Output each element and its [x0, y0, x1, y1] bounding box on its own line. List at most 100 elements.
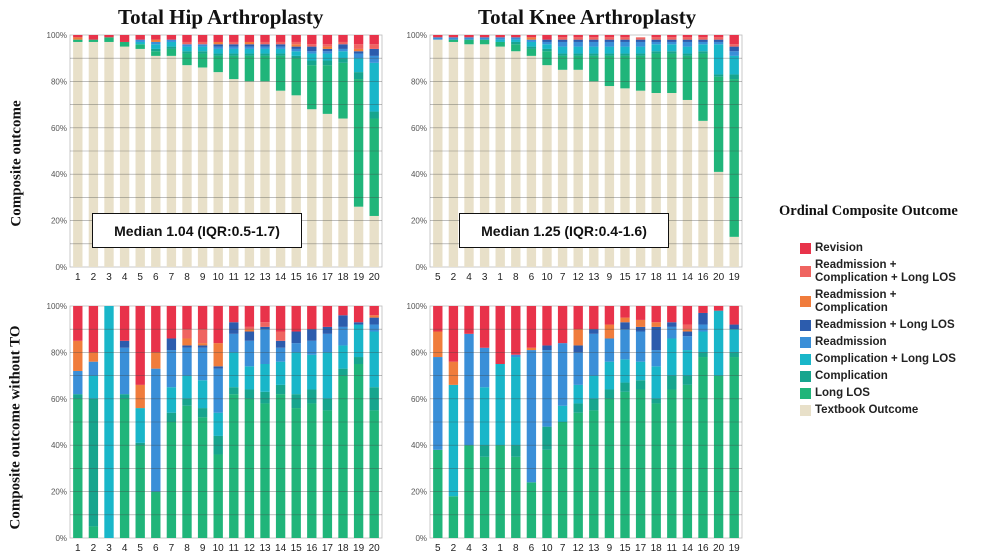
bar-segment [291, 394, 301, 409]
bar-segment [526, 37, 537, 40]
bar-segment [573, 412, 583, 538]
bar-segment [197, 35, 208, 42]
bar-segment [667, 93, 677, 267]
x-tick-label: 19 [729, 543, 741, 554]
bar-segment [511, 41, 521, 45]
bar-segment [291, 51, 301, 56]
x-tick-label: 20 [369, 543, 381, 554]
bar-segment [151, 48, 161, 52]
bar-segment [682, 37, 693, 40]
bar-segment [667, 39, 677, 42]
x-tick-label: 16 [306, 543, 318, 554]
bar-segment [479, 44, 490, 267]
x-tick-label: 15 [291, 543, 303, 554]
bar-segment [698, 352, 708, 358]
bar-segment [353, 364, 364, 538]
bar-segment [135, 41, 145, 45]
bar-segment [353, 48, 364, 52]
x-tick-label: 5 [435, 272, 441, 283]
bar-segment [244, 340, 255, 367]
x-tick-label: 9 [607, 272, 613, 283]
bar-segment [682, 39, 693, 42]
bar-segment [197, 41, 208, 45]
bar-segment [182, 35, 192, 42]
bar-segment [589, 375, 599, 399]
bar-segment [73, 41, 83, 268]
bar-segment [322, 306, 333, 327]
y-tick-label: 80% [411, 348, 427, 357]
bar-segment [667, 37, 677, 40]
x-tick-label: 18 [337, 543, 349, 554]
x-tick-label: 4 [466, 543, 472, 554]
bar-segment [682, 350, 693, 376]
bar-segment [448, 39, 459, 42]
bar-segment [542, 306, 552, 346]
bar-segment [151, 51, 161, 56]
x-tick-label: 12 [244, 543, 256, 554]
bar-segment [307, 306, 317, 330]
bar-segment [307, 340, 317, 355]
bar-segment [729, 306, 739, 325]
y-tick-label: 80% [411, 77, 427, 86]
bar-segment [667, 389, 677, 538]
bar-segment [275, 90, 286, 268]
bar-segment [682, 375, 693, 385]
bar-segment [542, 65, 552, 267]
bar-segment [213, 454, 223, 538]
bar-segment [635, 55, 646, 91]
bar-segment [151, 352, 161, 369]
bar-segment [88, 361, 99, 376]
bar-segment [479, 39, 490, 45]
bar-segment [135, 35, 145, 40]
bar-segment [511, 39, 521, 42]
bar-segment [260, 55, 270, 82]
bar-segment [495, 364, 505, 446]
y-tick-label: 100% [47, 302, 67, 311]
bar-segment [338, 118, 348, 268]
bar-segment [620, 41, 630, 47]
y-tick-label: 100% [407, 31, 427, 40]
bar-segment [260, 46, 270, 49]
y-tick-label: 0% [55, 263, 67, 272]
hip-title: Total Hip Arthroplasty [118, 5, 324, 29]
x-tick-label: 3 [106, 543, 112, 554]
bar-segment [369, 35, 379, 45]
bar-segment [182, 51, 192, 54]
bar-segment [479, 347, 490, 388]
legend-label: Long LOS [815, 386, 870, 399]
bar-segment [197, 417, 208, 538]
legend-title: Ordinal Composite Outcome [779, 203, 958, 219]
hip-without-to-chart: 0%20%40%60%80%100%1 2 3 4 5 6 7 8 9 10 11 12 13 14 15 1… [47, 302, 383, 554]
y-tick-label: 20% [51, 488, 67, 497]
row-label-bottom: Composite outcome without TO [7, 325, 24, 530]
bar-segment [166, 422, 177, 538]
bar-segment [511, 35, 521, 38]
bar-segment [338, 326, 348, 346]
bar-segment [479, 456, 490, 538]
bar-segment [573, 345, 583, 353]
bar-segment [369, 306, 379, 316]
bar-segment [542, 48, 552, 52]
bar-segment [73, 35, 83, 38]
bar-segment [635, 389, 646, 538]
bar-segment [229, 394, 239, 538]
bar-segment [151, 44, 161, 49]
bar-segment [464, 37, 474, 40]
bar-segment [322, 48, 333, 52]
x-tick-label: 12 [573, 543, 585, 554]
bar-segment [526, 55, 537, 267]
legend-swatch [800, 404, 811, 416]
bar-segment [682, 99, 693, 268]
x-tick-label: 13 [588, 543, 600, 554]
bar-segment [589, 333, 599, 376]
bar-segment [573, 306, 583, 330]
bar-segment [589, 41, 599, 47]
bar-segment [244, 44, 255, 47]
bar-segment [667, 322, 677, 327]
bar-segment [713, 39, 724, 42]
bar-segment [620, 322, 630, 330]
bar-segment [166, 41, 177, 47]
bar-segment [729, 324, 739, 330]
x-tick-label: 8 [513, 272, 519, 283]
bar-segment [713, 74, 724, 77]
